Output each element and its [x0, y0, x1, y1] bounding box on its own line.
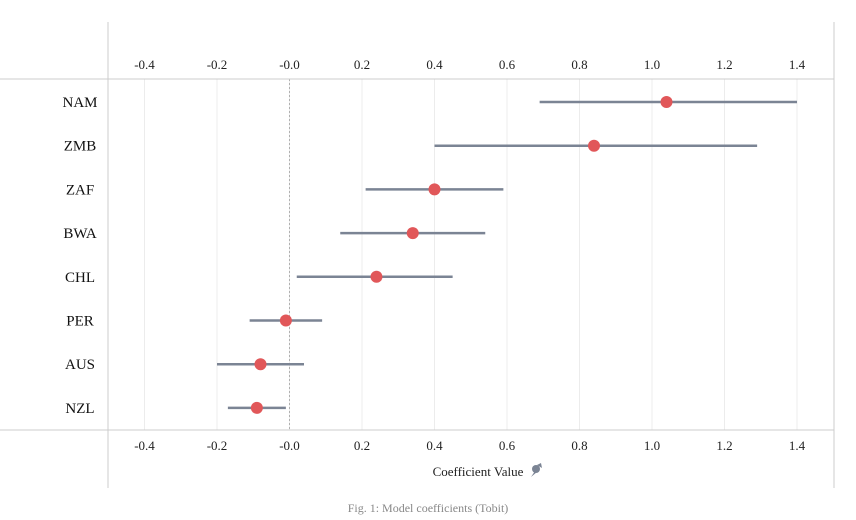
- top-tick-label: 0.6: [499, 57, 516, 72]
- marker-per[interactable]: [279, 314, 292, 327]
- bottom-tick-labels: -0.4 -0.2 -0.0 0.2 0.4 0.6 0.8 1.0 1.2 1.4: [134, 438, 805, 453]
- marker-bwa[interactable]: [406, 227, 419, 240]
- category-label-nzl: NZL: [65, 401, 94, 417]
- top-tick-label: 1.4: [789, 57, 806, 72]
- axes: [0, 22, 835, 488]
- marker-zaf[interactable]: [428, 183, 441, 196]
- category-label-zmb: ZMB: [64, 139, 97, 155]
- figure-caption: Fig. 1: Model coefficients (Tobit): [348, 501, 509, 515]
- x-axis-label: Coefficient Value: [433, 464, 524, 479]
- top-tick-label: -0.0: [279, 57, 300, 72]
- top-tick-label: 1.2: [716, 57, 732, 72]
- bottom-tick-label: 1.2: [716, 438, 732, 453]
- category-label-bwa: BWA: [63, 226, 97, 242]
- marker-aus[interactable]: [254, 358, 267, 371]
- bottom-tick-label: 0.2: [354, 438, 370, 453]
- top-tick-label: 0.4: [426, 57, 443, 72]
- bottom-tick-label: -0.2: [207, 438, 228, 453]
- bottom-tick-label: 1.0: [644, 438, 660, 453]
- category-label-nam: NAM: [62, 95, 97, 111]
- top-tick-label: 0.8: [571, 57, 587, 72]
- category-labels: NAM ZMB ZAF BWA CHL PER AUS NZL: [62, 95, 97, 417]
- bottom-tick-label: 1.4: [789, 438, 806, 453]
- bottom-tick-label: 0.6: [499, 438, 516, 453]
- bottom-tick-label: 0.4: [426, 438, 443, 453]
- marker-zmb[interactable]: [588, 139, 600, 152]
- top-tick-label: -0.4: [134, 57, 155, 72]
- category-label-zaf: ZAF: [66, 182, 94, 198]
- bottom-tick-label: 0.8: [571, 438, 587, 453]
- marker-chl[interactable]: [370, 270, 383, 283]
- marker-nam[interactable]: [660, 96, 673, 108]
- marker-nzl[interactable]: [250, 401, 263, 414]
- top-tick-label: 0.2: [354, 57, 370, 72]
- category-label-aus: AUS: [65, 357, 95, 373]
- bottom-tick-label: -0.4: [134, 438, 155, 453]
- coefficient-markers: [250, 96, 673, 414]
- bottom-tick-label: -0.0: [279, 438, 300, 453]
- category-label-per: PER: [66, 314, 94, 330]
- pin-icon[interactable]: [531, 463, 542, 477]
- top-tick-label: -0.2: [207, 57, 228, 72]
- grid-lines: [144, 79, 798, 430]
- top-tick-label: 1.0: [644, 57, 660, 72]
- category-label-chl: CHL: [65, 270, 95, 286]
- top-tick-labels: -0.4 -0.2 -0.0 0.2 0.4 0.6 0.8 1.0 1.2 1.4: [134, 57, 805, 72]
